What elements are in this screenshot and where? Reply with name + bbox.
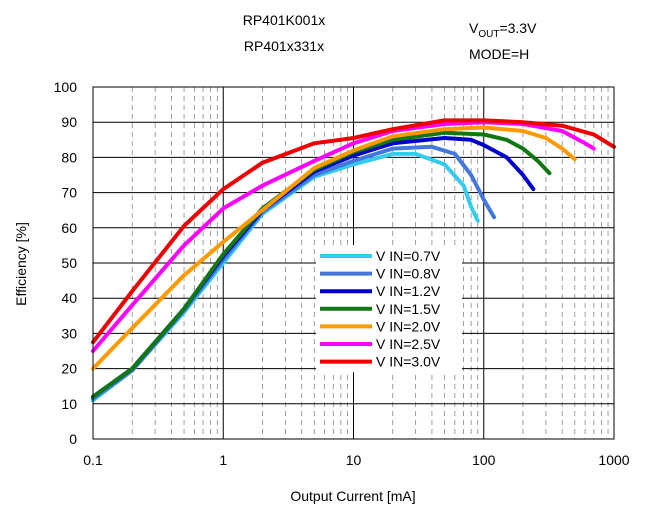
y-tick-label: 90 (61, 114, 77, 130)
plot-frame (92, 86, 615, 440)
x-tick-label: 1 (219, 452, 227, 468)
x-tick-label: 100 (472, 452, 496, 468)
legend-label: V IN=1.2V (376, 283, 441, 299)
legend-label: V IN=0.7V (376, 248, 441, 264)
legend-label: V IN=2.0V (376, 318, 441, 334)
series-line (91, 120, 596, 353)
chart-title-line-2: RP401x331x (243, 38, 325, 54)
series-line (91, 125, 577, 371)
x-axis-label: Output Current [mA] (290, 488, 415, 504)
legend-label: V IN=3.0V (376, 354, 441, 370)
y-axis-label: Efficiency [%] (13, 222, 29, 306)
x-tick-label: 1000 (598, 452, 629, 468)
chart-title-line-1: RP401K001x (242, 12, 326, 28)
y-tick-label: 30 (61, 325, 77, 341)
legend-label: V IN=0.8V (376, 266, 441, 282)
y-tick-label: 70 (61, 185, 77, 201)
legend-label: V IN=1.5V (376, 301, 441, 317)
y-tick-label: 10 (61, 396, 77, 412)
x-tick-labels: 0.1 1 10 100 1000 (83, 452, 630, 468)
y-tick-label: 100 (54, 79, 78, 95)
y-tick-label: 0 (69, 431, 77, 447)
legend: V IN=0.7VV IN=0.8VV IN=1.2VV IN=1.5VV IN… (316, 245, 462, 373)
y-tick-label: 20 (61, 361, 77, 377)
vout-prefix: V (469, 20, 479, 36)
y-tick-label: 60 (61, 220, 77, 236)
x-tick-label: 10 (346, 452, 362, 468)
series-lines (91, 118, 616, 403)
y-tick-label: 50 (61, 255, 77, 271)
series-line (91, 130, 552, 399)
mode-condition: MODE=H (469, 46, 530, 62)
x-tick-label: 0.1 (83, 452, 103, 468)
legend-label: V IN=2.5V (376, 336, 441, 352)
y-tick-label: 80 (61, 149, 77, 165)
series-line (91, 118, 616, 345)
vout-subscript: OUT (478, 28, 500, 40)
vout-value: =3.3V (499, 20, 537, 36)
y-tick-labels: 0 10 20 30 40 50 60 70 80 90 100 (54, 79, 78, 447)
y-tick-label: 40 (61, 290, 77, 306)
vout-condition: VOUT=3.3V (469, 20, 536, 40)
